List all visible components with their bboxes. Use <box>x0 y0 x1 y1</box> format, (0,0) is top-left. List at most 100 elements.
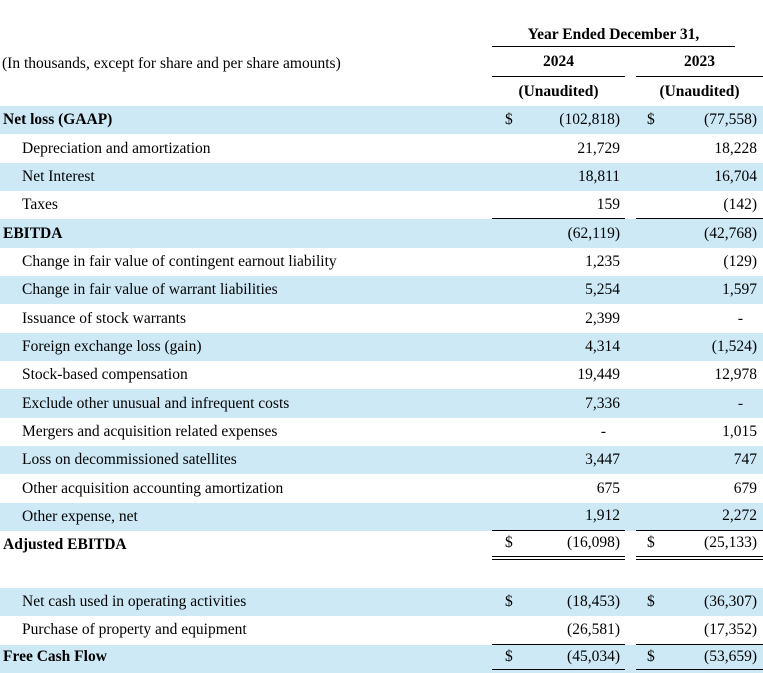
value-2024: 19,449 <box>577 366 620 384</box>
period-header-cell: Year Ended December 31, <box>492 0 763 47</box>
value-2023: - <box>737 309 743 327</box>
spacer-row <box>0 559 763 588</box>
value-2024: (18,453) <box>567 593 620 611</box>
value-cell-2023: 1,015 <box>636 418 763 446</box>
column-gap <box>625 47 636 77</box>
bottom-strip <box>0 669 763 673</box>
row-label-cell: Free Cash Flow <box>0 644 492 670</box>
value-2023: (53,659) <box>704 647 757 665</box>
value-cell-2024: 5,254 <box>492 276 625 305</box>
value-cell-2023: $ (25,133) <box>636 531 763 560</box>
table-row: Exclude other unusual and infrequent cos… <box>0 389 763 418</box>
row-label: Other acquisition accounting amortizatio… <box>22 479 284 497</box>
value-cell-2023: 12,978 <box>636 361 763 389</box>
dollar-sign: $ <box>647 593 655 611</box>
row-label: Issuance of stock warrants <box>22 309 186 327</box>
table-row: Adjusted EBITDA $ (16,098) $ (25,133) <box>0 531 763 560</box>
table-row: Net loss (GAAP) $ (102,818) $ (77,558) <box>0 106 763 135</box>
row-label: Free Cash Flow <box>3 648 107 666</box>
row-label-cell: Change in fair value of warrant liabilit… <box>0 276 492 305</box>
value-2024: 5,254 <box>585 281 620 299</box>
row-label: Foreign exchange loss (gain) <box>22 337 202 355</box>
dollar-sign: $ <box>505 111 513 129</box>
table-row: Mergers and acquisition related expenses… <box>0 418 763 446</box>
value-2024: 1,235 <box>585 252 620 270</box>
row-label-cell: Net Interest <box>0 162 492 192</box>
column-gap <box>625 531 636 559</box>
value-cell-2024: $ (16,098) <box>492 531 625 560</box>
value-cell-2024: (62,119) <box>492 219 625 248</box>
value-2024: 159 <box>596 195 620 213</box>
row-label: Mergers and acquisition related expenses <box>22 422 278 440</box>
row-label: Loss on decommissioned satellites <box>22 451 237 469</box>
value-2023: 679 <box>733 479 757 497</box>
dollar-sign: $ <box>505 593 513 611</box>
value-cell-2023: (142) <box>636 191 763 220</box>
header-spacer-cell <box>0 77 492 106</box>
row-label: Depreciation and amortization <box>22 139 211 157</box>
value-2024: (45,034) <box>567 647 620 665</box>
value-2024: 3,447 <box>585 451 620 469</box>
row-label-cell: EBITDA <box>0 219 492 248</box>
column-gap <box>625 162 636 192</box>
value-2024: 1,912 <box>585 507 620 525</box>
value-cell-2023: $ (36,307) <box>636 587 763 617</box>
column-gap <box>625 77 636 106</box>
table-row: Other expense, net 1,912 2,272 <box>0 502 763 532</box>
row-label: Change in fair value of warrant liabilit… <box>22 281 278 299</box>
table-body: Net loss (GAAP) $ (102,818) $ (77,558) Dep… <box>0 106 763 673</box>
value-cell-2023: (1,524) <box>636 332 763 362</box>
table-row: EBITDA (62,119) (42,768) <box>0 219 763 248</box>
value-2024: 21,729 <box>577 139 620 157</box>
row-label-cell: Loss on decommissioned satellites <box>0 446 492 475</box>
value-cell-2024: 21,729 <box>492 134 625 162</box>
value-2024: - <box>600 422 606 440</box>
row-label-cell: Mergers and acquisition related expenses <box>0 418 492 446</box>
row-label: Net cash used in operating activities <box>22 593 247 611</box>
value-cell-2023: $ (53,659) <box>636 644 763 670</box>
column-gap <box>625 502 636 532</box>
value-cell-2023: 1,597 <box>636 276 763 305</box>
table-row: Net Interest 18,811 16,704 <box>0 162 763 192</box>
value-2023: 12,978 <box>714 366 757 384</box>
value-cell-2024: (26,581) <box>492 616 625 645</box>
value-2024: 7,336 <box>585 394 620 412</box>
row-label-cell: Taxes <box>0 191 492 219</box>
value-cell-2023: - <box>636 389 763 418</box>
value-2024: 675 <box>596 479 620 497</box>
value-cell-2023: (42,768) <box>636 219 763 248</box>
value-2023: - <box>737 394 743 412</box>
value-2023: 1,015 <box>722 422 757 440</box>
value-cell-2023: - <box>636 304 763 332</box>
column-gap <box>625 332 636 362</box>
year-columns-row: (In thousands, except for share and per … <box>0 47 763 77</box>
row-label: Other expense, net <box>22 507 138 525</box>
row-label-cell: Other acquisition accounting amortizatio… <box>0 474 492 502</box>
column-gap <box>625 106 636 135</box>
value-cell-2023: 16,704 <box>636 162 763 192</box>
value-2023: (77,558) <box>704 111 757 129</box>
row-label: EBITDA <box>3 224 63 242</box>
value-2024: (26,581) <box>567 620 620 638</box>
period-header-title: Year Ended December 31, <box>492 26 735 47</box>
value-cell-2023: (129) <box>636 248 763 276</box>
value-2023: 16,704 <box>714 167 757 185</box>
table-row: Other acquisition accounting amortizatio… <box>0 474 763 502</box>
dollar-sign: $ <box>647 647 655 665</box>
value-cell-2023: (17,352) <box>636 616 763 645</box>
row-label-cell: Net loss (GAAP) <box>0 106 492 135</box>
value-cell-2024: 2,399 <box>492 304 625 332</box>
value-cell-2024: 1,912 <box>492 502 625 532</box>
table-row: Depreciation and amortization 21,729 18,… <box>0 134 763 162</box>
table-row: Change in fair value of contingent earno… <box>0 248 763 276</box>
value-2024: 4,314 <box>585 337 620 355</box>
column-header-2023: 2023 <box>636 47 763 77</box>
value-2024: 18,811 <box>577 167 620 185</box>
value-2023: (129) <box>723 252 757 270</box>
table-row: Free Cash Flow $ (45,034) $ (53,659) <box>0 644 763 670</box>
column-gap <box>625 276 636 305</box>
column-gap <box>625 644 636 670</box>
column-header-2024: 2024 <box>492 47 625 77</box>
column-gap <box>625 587 636 617</box>
value-2023: 2,272 <box>722 507 757 525</box>
